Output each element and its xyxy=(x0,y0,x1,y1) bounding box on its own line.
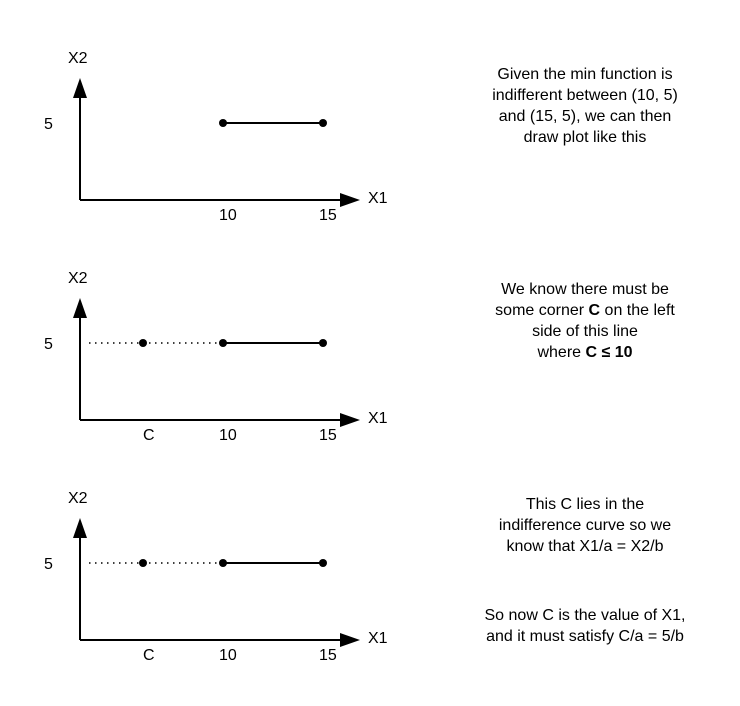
panel-2: X2 X1 5 C 10 15 xyxy=(44,270,388,444)
y-tick-5: 5 xyxy=(44,556,53,573)
x-tick-10: 10 xyxy=(219,207,237,224)
point-corner-c xyxy=(139,339,147,347)
note-line: Given the min function is xyxy=(497,66,673,83)
x-tick-15: 15 xyxy=(319,427,337,444)
note-line: side of this line xyxy=(532,323,638,340)
x-tick-10: 10 xyxy=(219,427,237,444)
panel-1: X2 X1 5 10 15 xyxy=(44,50,388,224)
note-line: indifference curve so we xyxy=(498,517,672,534)
point-15-5 xyxy=(319,119,327,127)
panel-3-note: This C lies in the indifference curve so… xyxy=(440,494,730,557)
x-tick-15: 15 xyxy=(319,207,337,224)
note-line: and (15, 5), we can then xyxy=(498,108,672,125)
note-line: draw plot like this xyxy=(523,129,647,146)
x-tick-10: 10 xyxy=(219,647,237,664)
note-line: indifferent between (10, 5) xyxy=(492,87,678,104)
y-axis-label: X2 xyxy=(68,50,88,67)
panel-2-note: We know there must be some corner C on t… xyxy=(440,279,730,363)
note-line: This C lies in the xyxy=(525,496,645,513)
note-line: some corner C on the left xyxy=(495,302,675,319)
point-10-5 xyxy=(219,559,227,567)
note-line: So now C is the value of X1, xyxy=(484,607,686,624)
x-tick-15: 15 xyxy=(319,647,337,664)
y-tick-5: 5 xyxy=(44,336,53,353)
y-axis-arrow xyxy=(73,298,87,318)
point-10-5 xyxy=(219,339,227,347)
x-tick-c: C xyxy=(143,427,155,444)
point-corner-c xyxy=(139,559,147,567)
x-axis-label: X1 xyxy=(368,630,388,647)
note-line: know that X1/a = X2/b xyxy=(506,538,664,555)
x-tick-c: C xyxy=(143,647,155,664)
panel-3: X2 X1 5 C 10 15 xyxy=(44,490,388,664)
y-axis-label: X2 xyxy=(68,270,88,287)
panel-3-note-2: So now C is the value of X1, and it must… xyxy=(440,605,730,647)
point-15-5 xyxy=(319,339,327,347)
note-line: and it must satisfy C/a = 5/b xyxy=(486,628,684,645)
y-axis-arrow xyxy=(73,78,87,98)
note-line: We know there must be xyxy=(501,281,669,298)
c-condition: C ≤ 10 xyxy=(585,344,633,361)
x-axis-label: X1 xyxy=(368,190,388,207)
corner-c-label: C xyxy=(588,302,601,319)
x-axis-arrow xyxy=(340,633,360,647)
y-tick-5: 5 xyxy=(44,116,53,133)
point-10-5 xyxy=(219,119,227,127)
note-line: where C ≤ 10 xyxy=(537,344,633,361)
y-axis-arrow xyxy=(73,518,87,538)
x-axis-arrow xyxy=(340,193,360,207)
point-15-5 xyxy=(319,559,327,567)
x-axis-arrow xyxy=(340,413,360,427)
panel-1-note: Given the min function is indifferent be… xyxy=(440,64,730,148)
x-axis-label: X1 xyxy=(368,410,388,427)
y-axis-label: X2 xyxy=(68,490,88,507)
